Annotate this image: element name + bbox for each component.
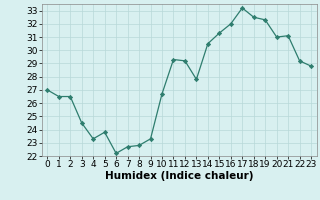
X-axis label: Humidex (Indice chaleur): Humidex (Indice chaleur) <box>105 171 253 181</box>
